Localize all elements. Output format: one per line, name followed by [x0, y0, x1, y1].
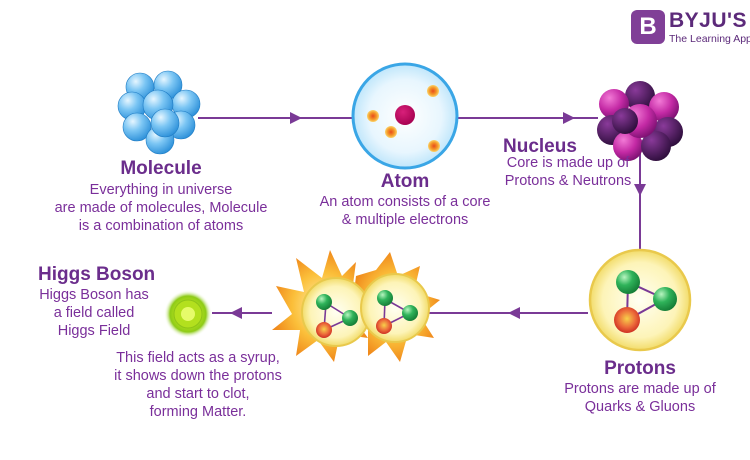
higgs-title: Higgs Boson	[38, 264, 156, 285]
atom-icon	[351, 62, 459, 170]
logo-brand-name: BYJU'S	[669, 9, 748, 32]
protons-desc-line: Quarks & Gluons	[584, 399, 696, 415]
nucleus-desc-line: Core is made up of	[506, 155, 630, 171]
protons-title: Protons	[604, 358, 676, 379]
electron	[367, 110, 379, 122]
atom-description: An atom consists of a core & multiple el…	[300, 193, 510, 229]
protons-description: Protons are made up of Quarks & Gluons	[545, 380, 735, 416]
nucleus-icon	[597, 81, 683, 161]
proton-icon	[588, 248, 692, 352]
molecule-icon	[117, 70, 201, 155]
proton-collision-icon	[272, 250, 440, 362]
higgs-note-line: This field acts as a syrup,	[116, 350, 280, 366]
higgs-desc-line: Higgs Field	[57, 323, 131, 339]
atom-desc-line: An atom consists of a core	[319, 194, 491, 210]
atom-desc-line: & multiple electrons	[341, 212, 469, 228]
logo-tagline: The Learning App	[669, 33, 750, 45]
nucleus-title: Nucleus	[503, 136, 577, 157]
molecule-desc-line: is a combination of atoms	[78, 218, 244, 234]
arrow-to-collision	[508, 307, 520, 319]
quark-green	[653, 287, 677, 311]
nucleus-desc-line: Protons & Neutrons	[504, 173, 632, 189]
higgs-note-line: forming Matter.	[149, 404, 247, 420]
arrowheads	[230, 112, 646, 319]
molecule-title: Molecule	[120, 158, 202, 179]
arrow-to-higgs	[230, 307, 242, 319]
nucleus-description: Core is made up of Protons & Neutrons	[494, 154, 642, 190]
higgs-description: Higgs Boson has a field called Higgs Fie…	[30, 286, 158, 340]
arrow-to-atom	[290, 112, 302, 124]
higgs-boson-icon	[164, 290, 212, 338]
higgs-desc-line: Higgs Boson has	[39, 287, 149, 303]
molecule-description: Everything in universe are made of molec…	[38, 181, 284, 235]
molecule-desc-line: Everything in universe	[89, 182, 233, 198]
higgs-desc-line: a field called	[53, 305, 135, 321]
electron	[385, 126, 397, 138]
higgs-note-line: it shows down the protons	[114, 368, 282, 384]
quark-green	[616, 270, 640, 294]
atom-title: Atom	[380, 171, 430, 192]
arrow-down-to-protons	[634, 184, 646, 196]
protons-desc-line: Protons are made up of	[564, 381, 716, 397]
electron	[427, 85, 439, 97]
molecule-desc-line: are made of molecules, Molecule	[54, 200, 268, 216]
higgs-field-note: This field acts as a syrup, it shows dow…	[98, 349, 298, 421]
quark-red	[614, 307, 640, 333]
logo-mark: B	[631, 10, 665, 44]
arrow-to-nucleus	[563, 112, 575, 124]
atom-core	[395, 105, 415, 125]
byjus-logo: B BYJU'S The Learning App	[631, 10, 750, 48]
higgs-note-line: and start to clot,	[146, 386, 250, 402]
electron	[428, 140, 440, 152]
